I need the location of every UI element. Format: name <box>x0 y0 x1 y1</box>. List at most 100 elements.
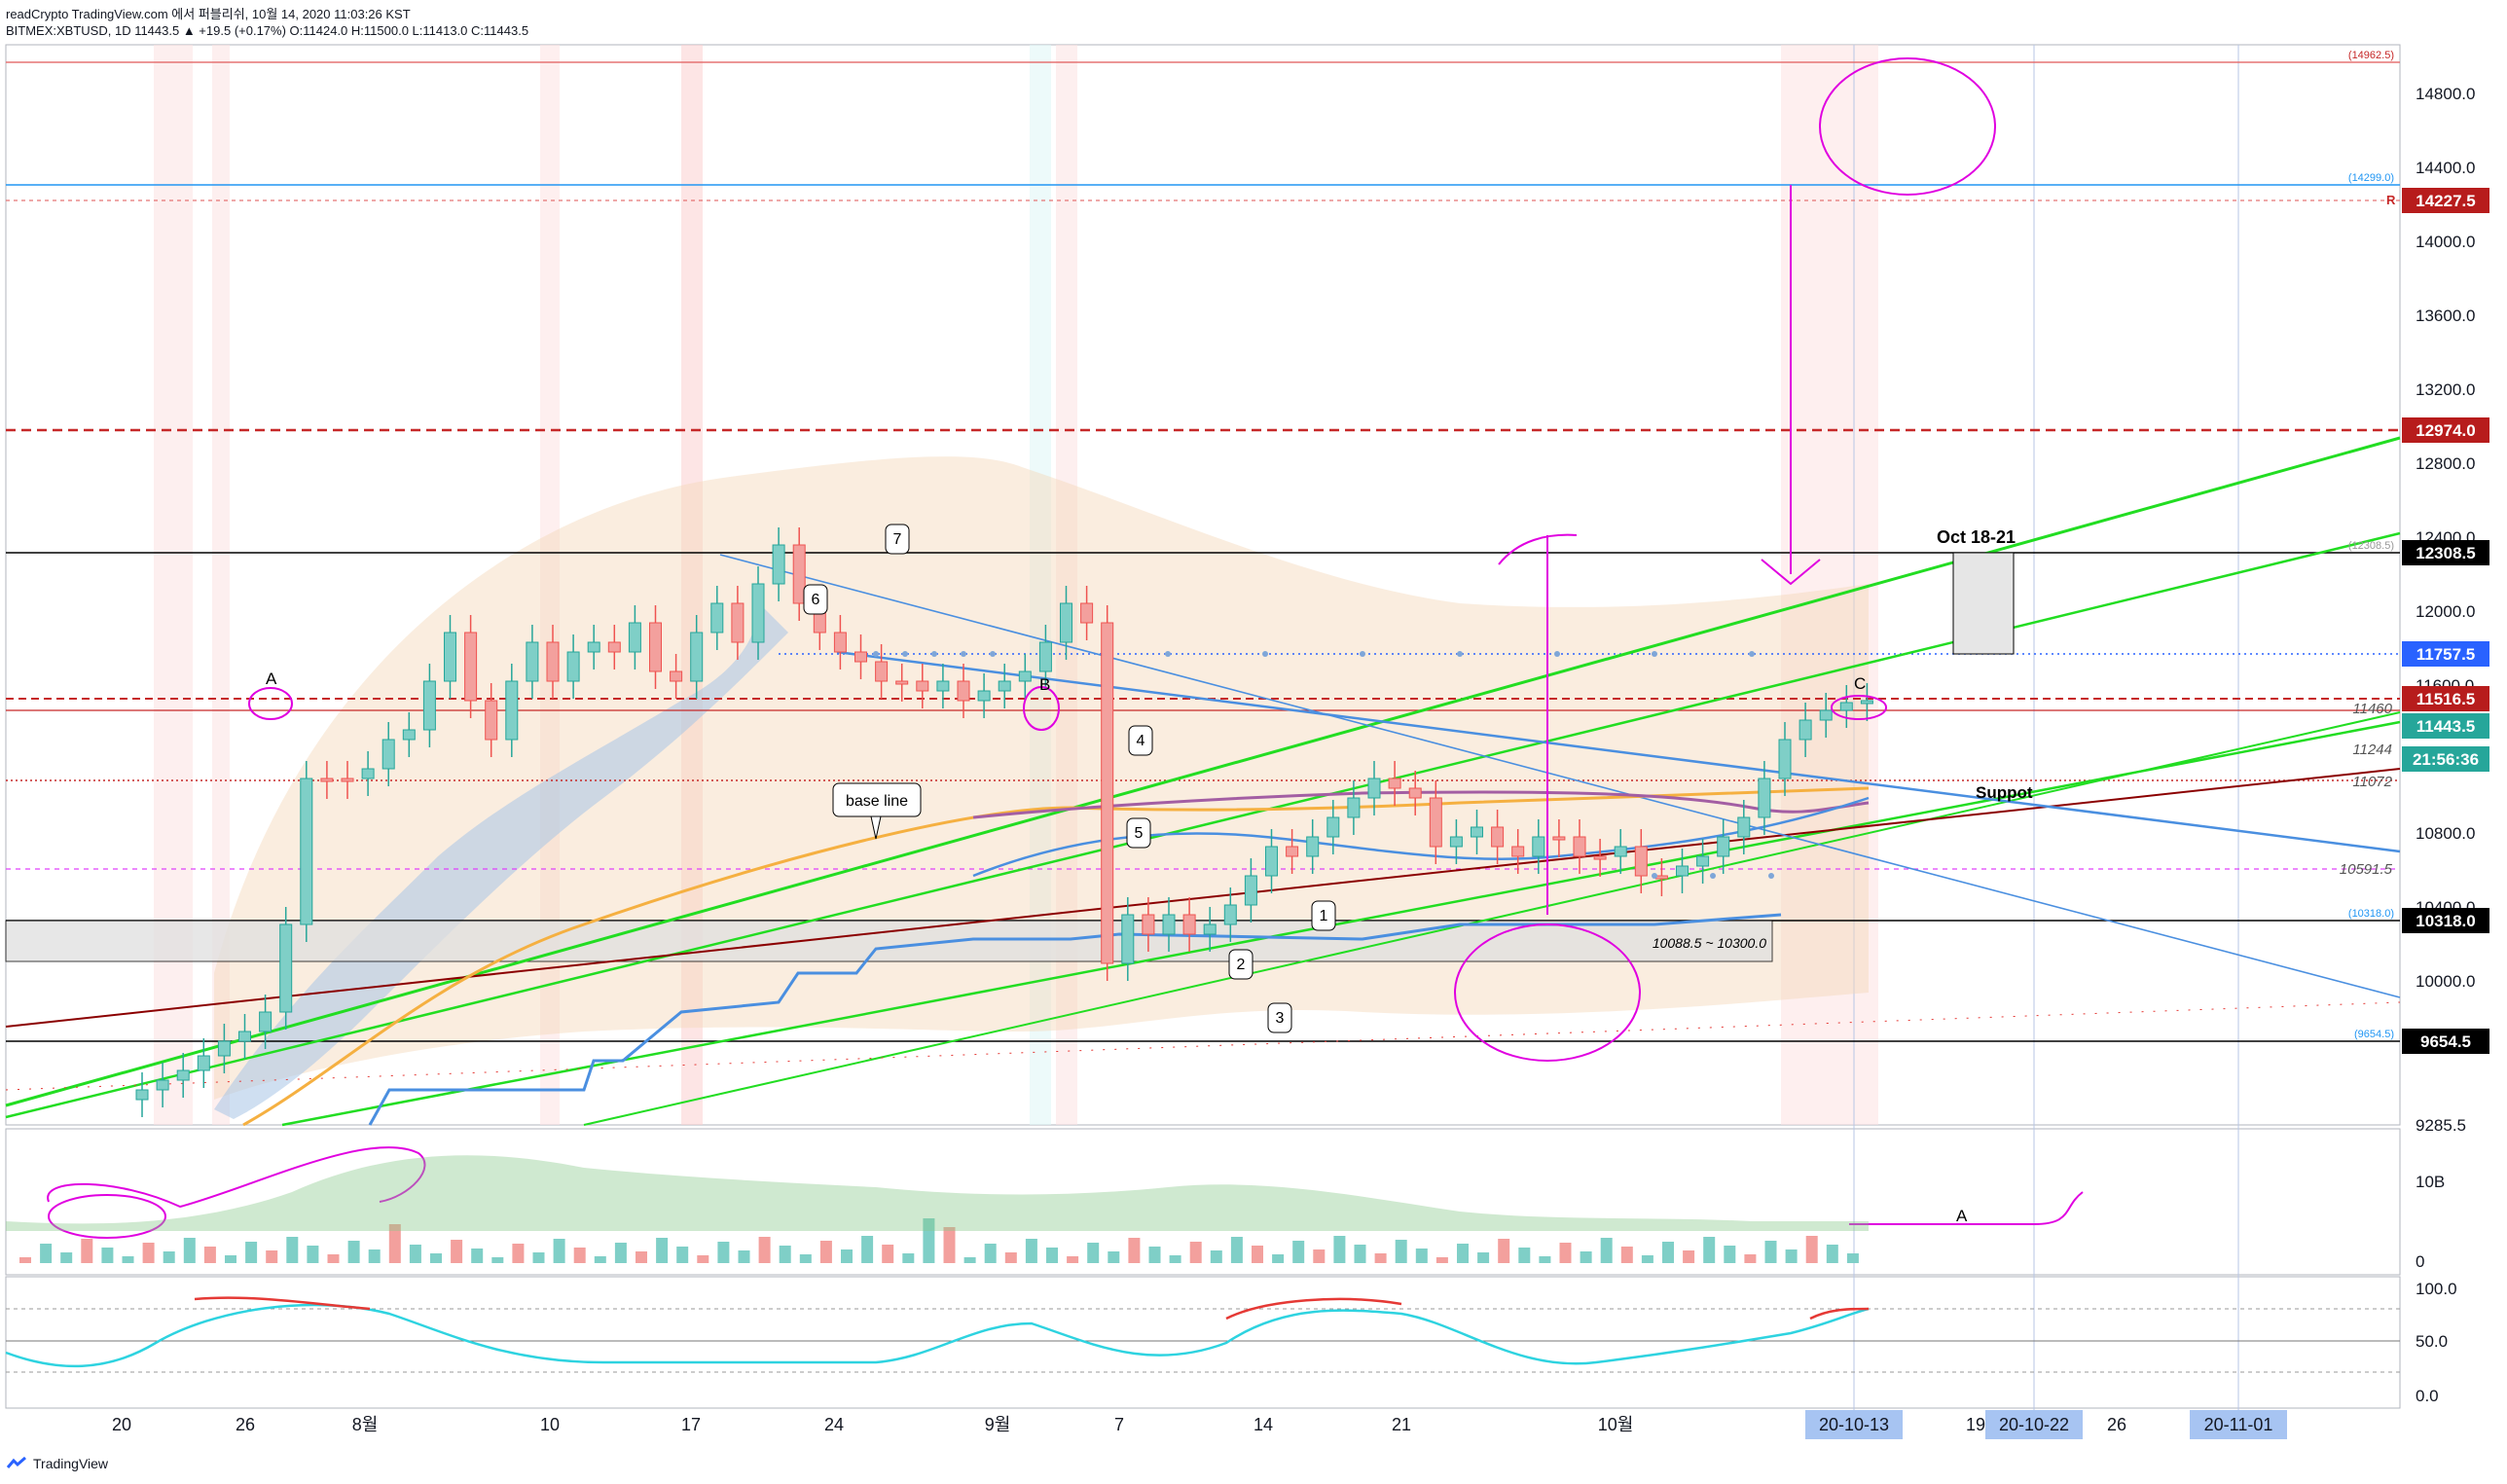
candle-body <box>957 680 970 702</box>
candle-body <box>895 680 909 685</box>
svg-text:14227.5: 14227.5 <box>2416 192 2475 210</box>
trend-lines <box>5 436 2401 1127</box>
volume-bar <box>1785 1249 1798 1263</box>
volume-axis: 10B 0 <box>2416 1173 2445 1271</box>
svg-text:20-11-01: 20-11-01 <box>2204 1415 2273 1434</box>
volume-bar <box>1580 1251 1592 1263</box>
candle-body <box>1654 875 1668 880</box>
osc-axis-50: 50.0 <box>2416 1332 2448 1351</box>
volume-bar <box>60 1252 73 1263</box>
svg-text:4: 4 <box>1137 733 1145 749</box>
candle-body <box>1203 923 1217 935</box>
candle-body <box>649 622 662 672</box>
oct-label: Oct 18-21 <box>1937 527 2016 547</box>
volume-bar <box>1498 1239 1510 1263</box>
price-tag: 21:56:36 <box>2402 746 2489 772</box>
volume-bar <box>1189 1242 1202 1263</box>
candle-body <box>1142 914 1155 935</box>
candle-body <box>1182 914 1196 935</box>
volume-bar <box>19 1257 31 1263</box>
osc-axis-0: 0.0 <box>2416 1387 2439 1405</box>
candle-body <box>1593 855 1607 860</box>
candle-body <box>1367 778 1381 799</box>
candle-body <box>1038 641 1052 672</box>
candle-body <box>1758 778 1771 818</box>
price-tag: 11443.5 <box>2402 713 2489 739</box>
baseline-callout: base line <box>832 782 922 840</box>
range-box[interactable] <box>5 920 1773 962</box>
svg-text:3: 3 <box>1276 1010 1285 1027</box>
candle-body <box>1286 846 1299 857</box>
symbol-ohlc-legend: BITMEX:XBTUSD, 1D 11443.5 ▲ +19.5 (+0.17… <box>6 23 529 38</box>
annotation-a-volume: A <box>1956 1207 1968 1225</box>
candle-body <box>238 1031 251 1042</box>
volume-bar <box>1539 1256 1551 1263</box>
volume-bar <box>1662 1242 1674 1263</box>
candle-body <box>833 632 847 653</box>
volume-bar <box>594 1256 606 1263</box>
annotation-a: A <box>266 670 277 688</box>
volume-bar <box>923 1218 935 1263</box>
price-tick: 12000.0 <box>2416 602 2475 621</box>
volume-bar <box>1724 1246 1736 1263</box>
candle-body <box>1798 719 1812 741</box>
callout-marker: 6 <box>803 584 828 615</box>
candle-body <box>320 778 334 782</box>
tradingview-footer: TradingView <box>6 1456 108 1471</box>
price-axis[interactable]: 14800.0 14400.0 14000.0 13600.0 13200.0 12800… <box>2416 85 2475 1135</box>
candle-body <box>217 1040 231 1057</box>
time-tick: 26 <box>2107 1415 2126 1434</box>
volume-bar <box>388 1224 401 1263</box>
callout-marker: 5 <box>1126 817 1151 849</box>
candle-body <box>566 651 580 682</box>
volume-bar <box>1518 1248 1531 1263</box>
candle-body <box>1162 914 1176 935</box>
price-tick: 13200.0 <box>2416 380 2475 399</box>
candle-body <box>587 641 600 653</box>
volume-bar <box>1230 1237 1243 1263</box>
candle-body <box>772 544 785 585</box>
volume-bar <box>636 1251 647 1263</box>
volume-bar <box>101 1248 114 1263</box>
candle-body <box>854 651 867 663</box>
volume-bar <box>1457 1244 1469 1263</box>
volume-bar <box>1046 1248 1058 1263</box>
volume-bar <box>347 1241 360 1263</box>
volume-bar <box>532 1252 545 1263</box>
annotation-b: B <box>1039 675 1050 694</box>
baseline-label: base line <box>846 793 908 810</box>
oct-forecast-box[interactable] <box>1952 552 2015 655</box>
volume-bar <box>142 1243 155 1263</box>
volume-bar <box>1477 1252 1490 1263</box>
candle-body <box>361 768 375 779</box>
candlestick-series[interactable] <box>135 527 1873 1117</box>
moving-averages <box>242 786 1870 1127</box>
candle-body <box>135 1089 149 1101</box>
oscillator-pane[interactable] <box>5 1276 2401 1409</box>
volume-bar <box>1395 1240 1407 1263</box>
svg-text:11443.5: 11443.5 <box>2416 717 2476 736</box>
label-14962: (14962.5) <box>2348 50 2394 61</box>
volume-bar <box>307 1246 319 1263</box>
r-mark: R <box>2386 193 2396 207</box>
magenta-drawings <box>47 57 2084 1239</box>
volume-bar <box>1600 1238 1613 1263</box>
volume-bar <box>245 1242 258 1263</box>
price-tick: 9285.5 <box>2416 1116 2466 1135</box>
time-tick: 21 <box>1392 1415 1411 1434</box>
volume-bar <box>882 1245 894 1263</box>
volume-bar <box>451 1240 463 1263</box>
time-axis[interactable]: 20 26 8월 10 17 24 9월 7 14 21 10월 19 26 20-10-13 20-10-… <box>112 1410 2287 1439</box>
volume-bar <box>819 1241 832 1263</box>
candle-body <box>1573 836 1586 857</box>
candle-body <box>1223 904 1237 925</box>
volume-bar <box>225 1255 236 1263</box>
candle-body <box>1717 836 1730 857</box>
svg-text:11516.5: 11516.5 <box>2416 690 2476 708</box>
volume-bar <box>203 1247 216 1263</box>
osc-axis-100: 100.0 <box>2416 1280 2457 1298</box>
candle-body <box>875 661 889 682</box>
candle-body <box>977 690 991 702</box>
volume-pane[interactable] <box>5 1128 2401 1276</box>
